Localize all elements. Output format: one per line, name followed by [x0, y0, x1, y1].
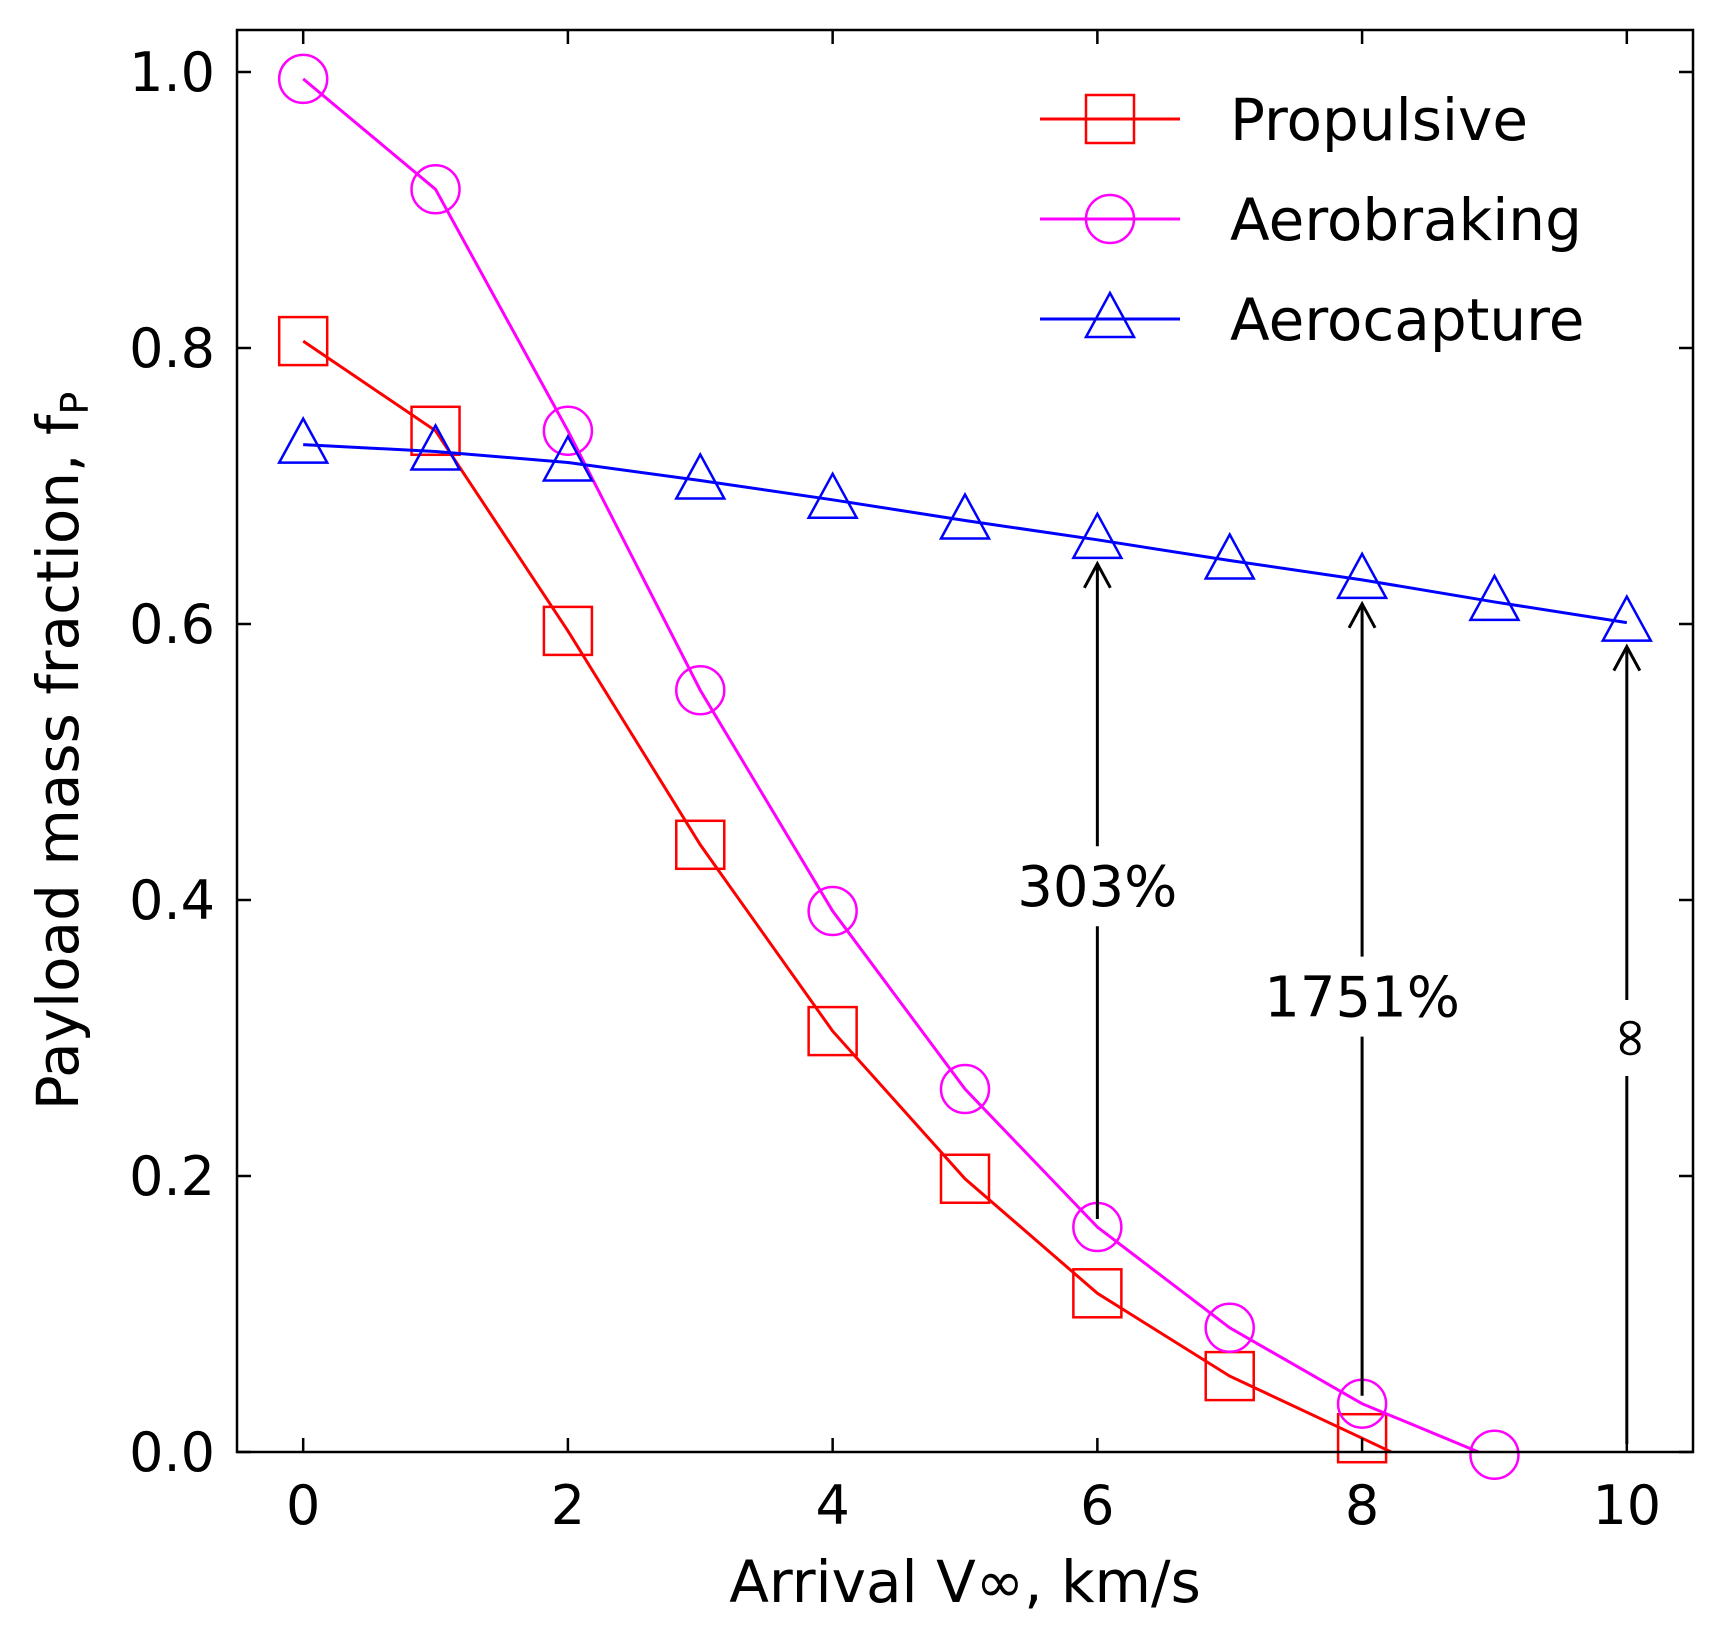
legend-item-propulsive: Propulsive	[1040, 86, 1528, 154]
tick-layer: 0 2 4 6 8 10 0.0 0.2 0.4 0.6 0.8 1.0	[129, 30, 1693, 1537]
data-point-propulsive	[410, 405, 461, 457]
legend-marker-propulsive	[1084, 93, 1136, 145]
data-point-aerocapture	[1203, 531, 1256, 580]
data-point-aerobraking	[1469, 1429, 1520, 1481]
legend: Propulsive Aerobraking Aerocapture	[1040, 86, 1584, 354]
series-aerobraking	[277, 53, 1520, 1481]
data-point-aerobraking	[939, 1063, 991, 1115]
x-tick-label: 10	[1592, 1474, 1661, 1537]
y-tick-label: 0.6	[129, 593, 215, 656]
data-point-propulsive	[277, 315, 329, 367]
legend-label-aerobraking: Aerobraking	[1230, 186, 1582, 254]
data-point-propulsive	[1336, 1412, 1388, 1464]
series-line-aerobraking	[302, 77, 1480, 1454]
data-point-propulsive	[807, 1005, 858, 1057]
data-point-aerobraking	[542, 405, 594, 457]
data-point-aerocapture	[277, 415, 330, 464]
legend-marker-aerobraking	[1084, 193, 1136, 245]
data-point-propulsive	[939, 1153, 991, 1205]
data-point-aerobraking	[675, 664, 726, 716]
data-point-aerobraking	[807, 885, 858, 937]
x-tick-label: 6	[1080, 1474, 1114, 1537]
legend-marker-aerocapture	[1083, 290, 1137, 339]
data-point-propulsive	[675, 819, 726, 871]
x-axis-label: Arrival V∞, km/s	[729, 1548, 1201, 1616]
series-layer	[277, 53, 1653, 1481]
data-point-aerocapture	[1335, 551, 1389, 600]
data-point-aerobraking	[277, 53, 329, 105]
legend-label-aerocapture: Aerocapture	[1230, 286, 1584, 354]
data-point-aerocapture	[674, 451, 727, 500]
y-tick-label: 0.0	[129, 1421, 215, 1484]
data-point-aerobraking	[410, 164, 461, 215]
annotation-label: 1751%	[1264, 966, 1460, 1031]
x-tick-label: 2	[551, 1474, 585, 1537]
legend-label-propulsive: Propulsive	[1230, 86, 1528, 154]
plot-frame	[235, 28, 1695, 1454]
annotation-1: 303%	[1017, 560, 1177, 1220]
data-point-propulsive	[542, 605, 594, 657]
series-propulsive	[277, 315, 1392, 1464]
data-point-aerocapture	[409, 422, 462, 471]
annotation-arrow-head	[1612, 643, 1642, 672]
annotation-layer: 303% 1751% ∞	[1017, 560, 1661, 1444]
data-point-aerocapture	[1071, 511, 1124, 560]
series-line-aerocapture	[303, 443, 1628, 625]
x-tick-label: 0	[286, 1474, 320, 1537]
data-point-aerocapture	[1468, 573, 1521, 622]
y-tick-label: 0.8	[129, 317, 215, 380]
x-tick-label: 4	[815, 1474, 849, 1537]
series-line-propulsive	[302, 339, 1392, 1454]
annotation-3: ∞	[1596, 643, 1661, 1444]
y-axis-label: Payload mass fraction, fP	[24, 392, 97, 1111]
x-tick-label: 8	[1345, 1474, 1379, 1537]
annotation-2: 1751%	[1264, 600, 1460, 1396]
annotation-arrow-head	[1083, 560, 1112, 589]
data-point-propulsive	[1072, 1268, 1123, 1319]
data-point-aerocapture	[806, 471, 859, 520]
legend-item-aerocapture: Aerocapture	[1040, 286, 1584, 354]
annotation-label: 303%	[1017, 855, 1177, 920]
y-axis-label-main: Payload mass fraction, f	[24, 413, 92, 1110]
y-tick-label: 0.2	[129, 1145, 215, 1208]
y-axis-label-subscript: P	[53, 392, 97, 415]
annotation-label: ∞	[1596, 1015, 1661, 1062]
y-tick-label: 0.4	[129, 869, 215, 932]
data-point-aerocapture	[1600, 594, 1653, 642]
y-tick-label: 1.0	[129, 41, 215, 104]
data-point-aerocapture	[541, 433, 595, 482]
data-point-aerobraking	[1204, 1302, 1255, 1354]
data-point-aerocapture	[938, 491, 992, 540]
series-aerocapture	[277, 415, 1653, 642]
legend-item-aerobraking: Aerobraking	[1040, 186, 1582, 254]
annotation-arrow-head	[1347, 600, 1377, 629]
